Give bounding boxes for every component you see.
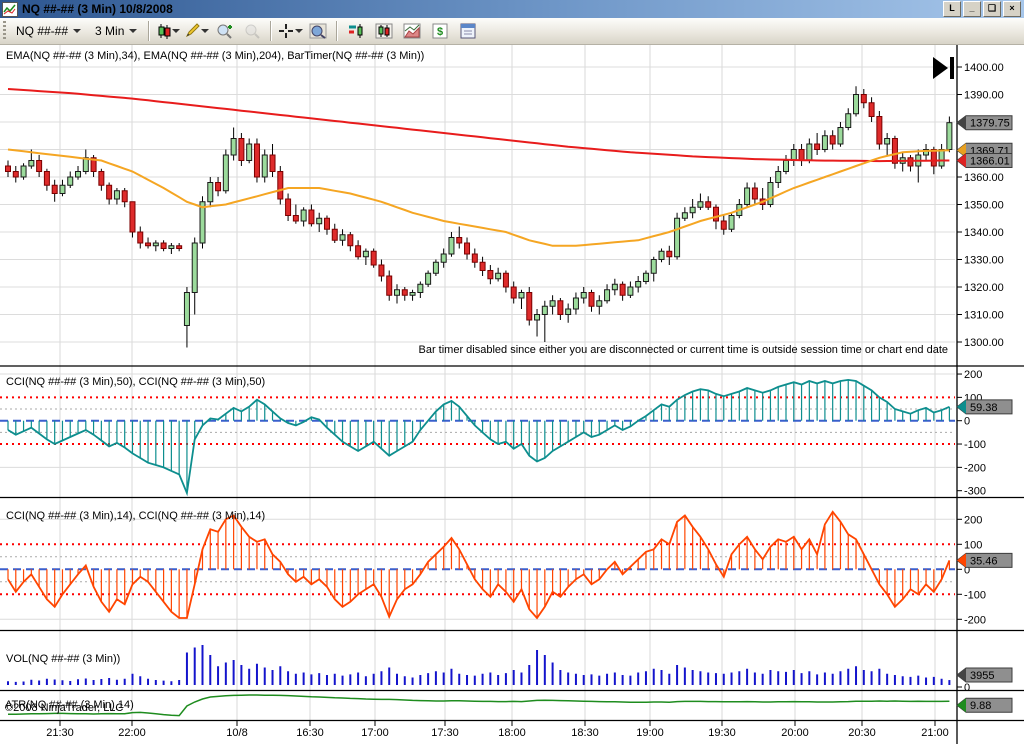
svg-text:-300: -300 [964,486,986,498]
svg-text:20:30: 20:30 [848,727,876,739]
svg-text:3955: 3955 [970,670,994,682]
svg-text:59.38: 59.38 [970,402,998,414]
magnify-button[interactable] [304,19,332,43]
candlestick-icon [157,23,171,39]
bar-style-button[interactable] [154,19,182,43]
data-box-icon [459,23,477,39]
toolbar-separator [336,21,338,41]
toolbar-separator [148,21,150,41]
chart-overlay-icon [403,23,421,39]
svg-text:1360.00: 1360.00 [964,172,1004,184]
chart-app-icon [2,2,18,17]
svg-text:0: 0 [964,682,970,694]
svg-text:1340.00: 1340.00 [964,227,1004,239]
account-button[interactable]: $ [426,19,454,43]
magnifier-icon [309,23,327,39]
svg-text:0: 0 [964,416,970,428]
instrument-select[interactable]: NQ ##-## [9,21,88,41]
svg-text:19:30: 19:30 [708,727,736,739]
chevron-down-icon [201,29,209,33]
cci50-pane-label: CCI(NQ ##-## (3 Min),50), CCI(NQ ##-## (… [6,376,265,388]
svg-text:1379.75: 1379.75 [970,118,1010,130]
chevron-down-icon [172,29,180,33]
svg-text:-200: -200 [964,614,986,626]
chevron-down-icon [73,29,81,33]
data-series-icon [347,23,365,39]
interval-select[interactable]: 3 Min [88,21,144,41]
svg-text:10/8: 10/8 [226,727,247,739]
svg-text:18:00: 18:00 [498,727,526,739]
pencil-icon [184,23,200,39]
vol-pane-label: VOL(NQ ##-## (3 Min)) [6,653,120,665]
svg-text:9.88: 9.88 [970,700,991,712]
svg-text:16:30: 16:30 [296,727,324,739]
interval-label: 3 Min [95,24,124,38]
bar-timer-notice: Bar timer disabled since either you are … [419,344,949,356]
svg-text:21:30: 21:30 [46,727,74,739]
chart-toolbar: NQ ##-## 3 Min [0,18,1024,45]
chart-window: { "titlebar": { "title": "NQ ##-## (3 Mi… [0,0,1024,744]
svg-text:20:00: 20:00 [781,727,809,739]
toolbar-grip[interactable] [3,21,6,41]
svg-text:17:00: 17:00 [361,727,389,739]
cci14-pane-label: CCI(NQ ##-## (3 Min),14), CCI(NQ ##-## (… [6,510,265,522]
svg-text:22:00: 22:00 [118,727,146,739]
zoom-in-button[interactable] [210,19,238,43]
svg-text:200: 200 [964,514,982,526]
data-series-button[interactable] [342,19,370,43]
toolbar-separator [270,21,272,41]
chart-plot-area[interactable]: 1400.001390.001380.001370.001360.001350.… [0,0,1024,744]
zoom-in-icon [216,23,233,40]
window-title: NQ ##-## (3 Min) 10/8/2008 [22,2,173,16]
svg-text:1310.00: 1310.00 [964,310,1004,322]
svg-text:1330.00: 1330.00 [964,255,1004,267]
chevron-down-icon [129,29,137,33]
svg-text:35.46: 35.46 [970,555,998,567]
svg-text:-100: -100 [964,439,986,451]
link-window-button[interactable]: L [943,1,961,17]
close-button[interactable]: × [1003,1,1021,17]
svg-text:1390.00: 1390.00 [964,90,1004,102]
chart-trader-button[interactable] [370,19,398,43]
svg-text:200: 200 [964,369,982,381]
svg-text:-200: -200 [964,462,986,474]
svg-text:21:00: 21:00 [921,727,949,739]
svg-text:1350.00: 1350.00 [964,200,1004,212]
svg-text:$: $ [437,26,443,38]
draw-tools-button[interactable] [182,19,210,43]
dollar-icon: $ [432,23,448,39]
svg-text:1400.00: 1400.00 [964,62,1004,74]
svg-text:1366.01: 1366.01 [970,155,1010,167]
chevron-down-icon [295,29,303,33]
svg-text:1320.00: 1320.00 [964,282,1004,294]
svg-text:17:30: 17:30 [431,727,459,739]
price-pane-label: EMA(NQ ##-## (3 Min),34), EMA(NQ ##-## (… [6,50,424,62]
chart-trader-icon [375,23,393,39]
crosshair-icon [278,23,294,39]
svg-text:18:30: 18:30 [571,727,599,739]
window-titlebar[interactable]: NQ ##-## (3 Min) 10/8/2008 L _ ❏ × [0,0,1024,18]
zoom-out-icon [244,23,261,40]
svg-text:100: 100 [964,539,982,551]
instrument-label: NQ ##-## [16,24,68,38]
chart-overlay-button[interactable] [398,19,426,43]
zoom-out-button[interactable] [238,19,266,43]
minimize-button[interactable]: _ [963,1,981,17]
copyright-watermark: ©2008 NinjaTrader, LLC [5,702,123,714]
svg-text:-100: -100 [964,589,986,601]
svg-text:19:00: 19:00 [636,727,664,739]
data-box-button[interactable] [454,19,482,43]
crosshair-button[interactable] [276,19,304,43]
svg-text:1300.00: 1300.00 [964,337,1004,349]
restore-button[interactable]: ❏ [983,1,1001,17]
